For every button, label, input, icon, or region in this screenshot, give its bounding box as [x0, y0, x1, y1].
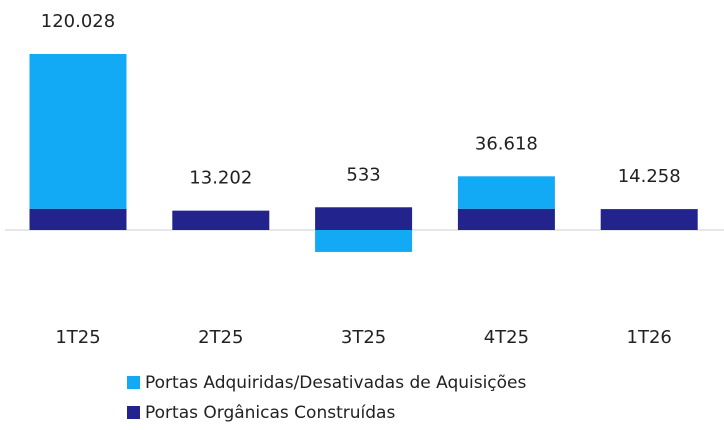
- bar-segment: [457, 208, 555, 230]
- bar-segment: [29, 54, 127, 209]
- bar-segment: [315, 207, 413, 230]
- legend-label: Portas Orgânicas Construídas: [145, 403, 395, 423]
- bar-segment: [457, 176, 555, 209]
- legend-swatch: [127, 406, 140, 419]
- x-tick-label: 2T25: [198, 327, 243, 348]
- x-tick-label: 3T25: [341, 327, 386, 348]
- total-label: 14.258: [618, 166, 681, 187]
- x-tick-label: 4T25: [484, 327, 529, 348]
- total-label: 13.202: [189, 168, 252, 189]
- x-tick-label: 1T26: [627, 327, 672, 348]
- total-label: 533: [346, 164, 380, 185]
- bar-segment: [315, 230, 413, 252]
- legend-swatch: [127, 376, 140, 389]
- bar-segment: [172, 210, 270, 230]
- total-label: 36.618: [475, 133, 538, 154]
- bar-segment: [600, 209, 698, 230]
- total-label: 120.028: [41, 11, 115, 32]
- legend-label: Portas Adquiridas/Desativadas de Aquisiç…: [145, 373, 527, 393]
- x-tick-label: 1T25: [55, 327, 100, 348]
- bar-segment: [29, 208, 127, 230]
